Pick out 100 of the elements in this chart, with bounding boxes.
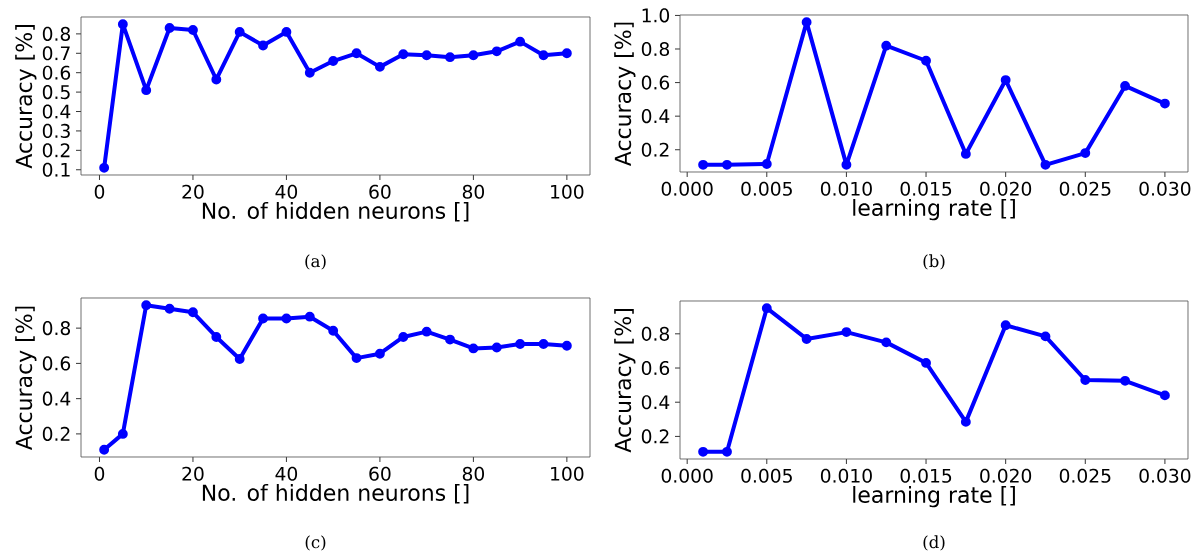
point: [234, 354, 245, 364]
x-tick-label: 0.010: [820, 181, 872, 196]
text: (b): [923, 254, 945, 270]
x-tick-label: 0.005: [741, 181, 792, 196]
y-tick-label: 1.0: [642, 8, 670, 23]
x-tick-label: 0.015: [900, 468, 952, 483]
y-tick-label: 0.2: [641, 429, 669, 444]
point: [1000, 75, 1011, 85]
point: [921, 357, 931, 368]
x-tick-label: 0.005: [741, 468, 792, 483]
point: [281, 313, 292, 324]
point: [328, 56, 339, 66]
y-axis-title: Accuracy [%]: [614, 309, 636, 453]
point: [1120, 80, 1131, 91]
x-tick-label: 0.030: [1139, 468, 1191, 483]
x-tick-label: 0.000: [661, 468, 713, 483]
point: [445, 334, 455, 345]
point: [491, 342, 502, 353]
text: (d): [923, 535, 945, 551]
y-tick-label: 0.7: [42, 46, 70, 61]
point: [281, 26, 292, 37]
point: [117, 428, 128, 439]
y-tick-label: 0.2: [42, 426, 70, 441]
point: [99, 444, 110, 455]
y-tick-label: 0.4: [641, 395, 670, 410]
y-tick-label: 0.6: [42, 356, 71, 371]
point: [351, 48, 362, 59]
x-tick-label: 0: [94, 466, 105, 481]
x-tick-label: 0.025: [1059, 181, 1111, 196]
x-axis-title: No. of hidden neurons []: [202, 483, 469, 504]
point: [164, 23, 175, 33]
x-axis-title: learning rate []: [853, 485, 1015, 508]
point: [211, 331, 222, 342]
y-tick-label: 0.4: [641, 109, 670, 124]
point: [1120, 375, 1131, 386]
y-tick-label: 0.8: [42, 321, 71, 336]
x-tick-label: 60: [369, 184, 391, 199]
point: [164, 303, 175, 314]
y-axis-title: Accuracy [%]: [15, 25, 37, 169]
point: [328, 325, 339, 336]
x-tick-label: 100: [551, 184, 584, 199]
x-tick-label: 0.025: [1059, 468, 1111, 483]
y-tick-label: 0.6: [641, 360, 670, 376]
point: [1040, 331, 1051, 342]
point: [722, 446, 732, 457]
y-axis-title: Accuracy [%]: [614, 22, 636, 167]
point: [921, 55, 931, 66]
text: (c): [305, 535, 326, 551]
x-tick-label: 20: [182, 184, 204, 199]
point: [117, 19, 128, 30]
point: [881, 40, 892, 51]
point: [1159, 98, 1170, 109]
y-tick-label: 0.3: [42, 123, 70, 138]
x-tick-label: 80: [462, 466, 485, 481]
point: [374, 61, 385, 72]
x-tick-label: 20: [182, 466, 204, 481]
point: [561, 340, 572, 351]
point: [398, 331, 409, 342]
point: [538, 339, 549, 349]
point: [468, 343, 479, 354]
point: [1159, 390, 1170, 401]
point: [398, 49, 409, 60]
point: [960, 416, 971, 427]
y-tick-label: 0.1: [42, 162, 70, 177]
point: [351, 353, 362, 364]
x-axis-title: No. of hidden neurons []: [202, 201, 469, 222]
point: [761, 159, 772, 169]
point: [881, 337, 892, 348]
x-tick-label: 0.030: [1139, 181, 1191, 196]
point: [801, 333, 812, 344]
point: [1080, 148, 1091, 159]
text: (a): [305, 254, 326, 270]
point: [1040, 159, 1051, 170]
point: [258, 40, 268, 51]
x-axis-title: learning rate []: [853, 198, 1015, 221]
point: [188, 307, 198, 318]
x-tick-label: 100: [551, 466, 584, 481]
point: [698, 159, 709, 170]
x-tick-label: 0.015: [900, 181, 952, 196]
y-tick-label: 0.2: [641, 142, 669, 157]
y-tick-label: 0.6: [42, 65, 71, 80]
point: [960, 148, 971, 159]
x-tick-label: 0.020: [980, 468, 1032, 483]
point: [761, 303, 772, 314]
x-tick-label: 80: [462, 184, 485, 199]
point: [841, 327, 852, 338]
y-tick-label: 0.4: [42, 391, 71, 406]
point: [211, 74, 222, 85]
y-tick-label: 0.8: [641, 41, 670, 57]
x-tick-label: 0.020: [980, 181, 1032, 196]
y-tick-label: 0.4: [42, 104, 71, 119]
x-tick-label: 40: [275, 466, 298, 481]
point: [374, 348, 385, 359]
point: [188, 25, 198, 35]
y-axis-title: Accuracy [%]: [15, 306, 37, 451]
point: [234, 26, 245, 37]
point: [304, 311, 315, 322]
x-tick-label: 40: [275, 184, 298, 199]
point: [468, 50, 479, 61]
point: [515, 36, 526, 47]
